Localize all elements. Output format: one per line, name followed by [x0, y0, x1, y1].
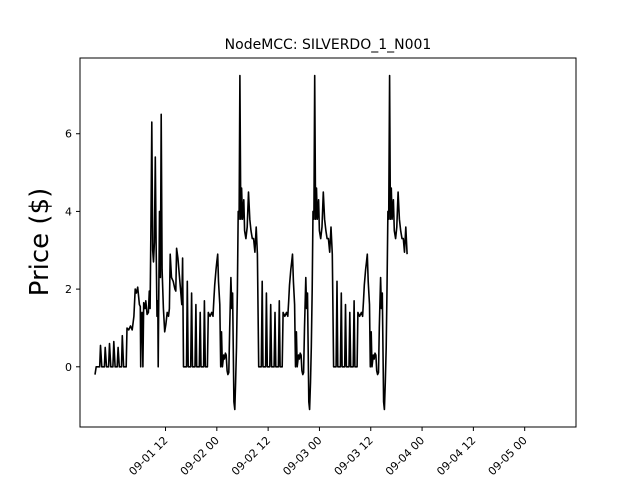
y-tick-label: 2	[65, 283, 72, 296]
x-tick-label: 09-03 12	[332, 434, 376, 478]
x-tick-label: 09-05 00	[486, 434, 530, 478]
chart-title: NodeMCC: SILVERDO_1_N001	[225, 37, 432, 53]
y-tick-label: 4	[65, 205, 72, 218]
x-tick-label: 09-02 12	[229, 434, 273, 478]
x-tick-label: 09-04 12	[434, 434, 478, 478]
plot-frame	[79, 57, 577, 428]
plot-area	[94, 74, 408, 411]
x-tick-label: 09-03 00	[280, 434, 324, 478]
x-axis: 09-01 12 09-02 00 09-02 12 09-03 00 09-03 12…	[126, 427, 530, 478]
x-tick-label: 09-02 00	[178, 434, 222, 478]
y-axis-label: Price ($)	[25, 188, 55, 297]
x-tick-label: 09-04 00	[383, 434, 427, 478]
y-tick-label: 0	[65, 361, 72, 374]
y-axis: 0 2 4 6	[65, 128, 80, 374]
x-tick-label: 09-01 12	[126, 434, 170, 478]
y-tick-label: 6	[65, 128, 72, 141]
series-line	[94, 74, 408, 411]
